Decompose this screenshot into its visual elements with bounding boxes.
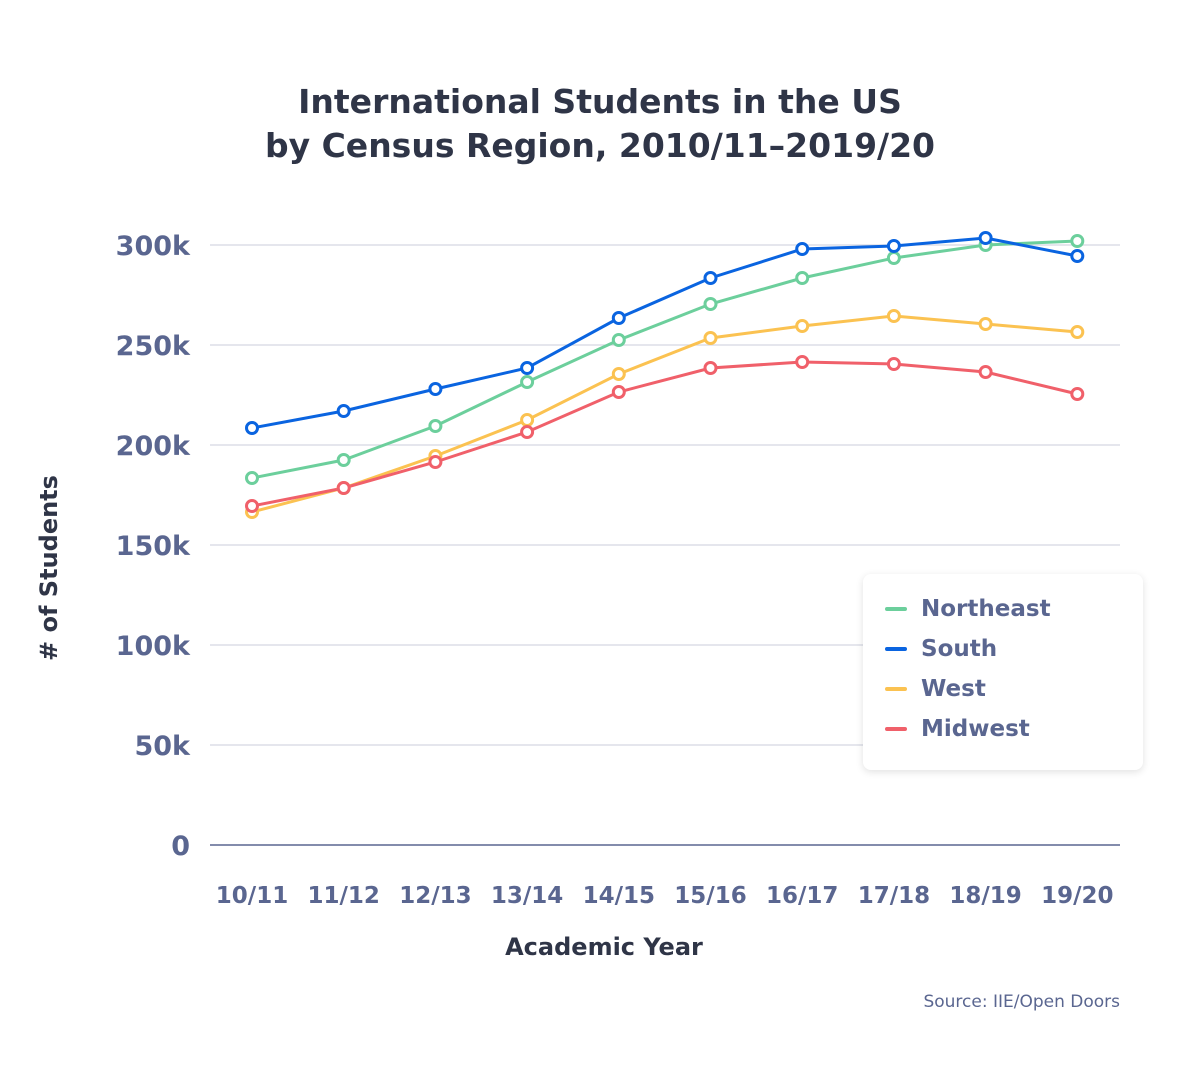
y-tick-label: 50k — [134, 731, 191, 762]
chart-title: International Students in the US by Cens… — [0, 80, 1200, 168]
y-tick-label: 0 — [171, 831, 190, 862]
data-point-south — [795, 242, 810, 256]
data-point-south — [611, 311, 626, 325]
legend-item-west: West — [885, 676, 986, 702]
legend-item-south: South — [885, 636, 997, 662]
data-point-northeast — [336, 453, 351, 467]
x-tick-label: 14/15 — [583, 883, 655, 909]
x-tick-label: 12/13 — [399, 883, 471, 909]
x-tick-label: 16/17 — [766, 883, 838, 909]
data-point-south — [245, 421, 259, 435]
series-line-northeast — [251, 239, 1078, 480]
data-point-south — [886, 239, 901, 253]
data-point-northeast — [795, 271, 810, 285]
data-point-midwest — [428, 455, 443, 469]
x-tick-label: 11/12 — [307, 883, 379, 909]
data-point-midwest — [795, 355, 810, 369]
data-point-south — [1070, 249, 1085, 263]
data-point-west — [703, 331, 718, 345]
legend-label: Northeast — [921, 596, 1051, 622]
data-point-midwest — [1070, 387, 1085, 401]
data-point-west — [520, 413, 535, 427]
legend-swatch — [885, 607, 907, 611]
data-point-west — [978, 317, 993, 331]
title-line-1: International Students in the US — [298, 82, 902, 121]
data-point-midwest — [703, 361, 718, 375]
legend-swatch — [885, 687, 907, 691]
data-point-midwest — [886, 357, 901, 371]
data-point-midwest — [978, 365, 993, 379]
data-point-west — [886, 309, 901, 323]
legend-label: West — [921, 676, 986, 702]
x-tick-label: 15/16 — [674, 883, 746, 909]
y-tick-label: 300k — [116, 231, 191, 262]
data-point-south — [978, 231, 993, 245]
source-note: Source: IIE/Open Doors — [923, 992, 1120, 1012]
series-line-midwest — [251, 360, 1078, 508]
x-tick-label: 18/19 — [949, 883, 1021, 909]
y-tick-label: 250k — [116, 331, 191, 362]
data-point-south — [336, 404, 351, 418]
data-point-northeast — [520, 375, 535, 389]
legend-item-midwest: Midwest — [885, 716, 1030, 742]
data-point-northeast — [703, 297, 718, 311]
x-tick-label: 10/11 — [216, 883, 288, 909]
data-point-south — [520, 361, 535, 375]
data-point-northeast — [611, 333, 626, 347]
data-point-northeast — [886, 251, 901, 265]
legend: Northeast South West Midwest — [863, 574, 1143, 770]
series-line-west — [251, 314, 1078, 514]
data-point-northeast — [428, 419, 443, 433]
legend-label: South — [921, 636, 998, 662]
legend-swatch — [885, 727, 907, 731]
data-point-northeast — [245, 471, 259, 485]
data-point-midwest — [336, 481, 351, 495]
x-tick-label: 19/20 — [1041, 883, 1113, 909]
data-point-south — [703, 271, 718, 285]
legend-swatch — [885, 647, 907, 651]
series-line-south — [251, 236, 1078, 430]
data-point-west — [611, 367, 626, 381]
data-point-south — [428, 382, 443, 396]
legend-item-northeast: Northeast — [885, 596, 1051, 622]
data-point-midwest — [520, 425, 535, 439]
x-tick-label: 13/14 — [491, 883, 563, 909]
data-point-west — [1070, 325, 1085, 339]
data-point-northeast — [1070, 234, 1085, 248]
y-axis-label: # of Students — [35, 475, 63, 661]
y-tick-label: 200k — [116, 431, 191, 462]
data-point-midwest — [611, 385, 626, 399]
x-axis-label: Academic Year — [505, 933, 703, 961]
data-point-midwest — [245, 499, 259, 513]
title-line-2: by Census Region, 2010/11–2019/20 — [264, 126, 936, 165]
legend-label: Midwest — [921, 716, 1030, 742]
data-point-west — [795, 319, 810, 333]
y-tick-label: 150k — [116, 531, 191, 562]
y-tick-label: 100k — [116, 631, 191, 662]
x-tick-label: 17/18 — [858, 883, 930, 909]
